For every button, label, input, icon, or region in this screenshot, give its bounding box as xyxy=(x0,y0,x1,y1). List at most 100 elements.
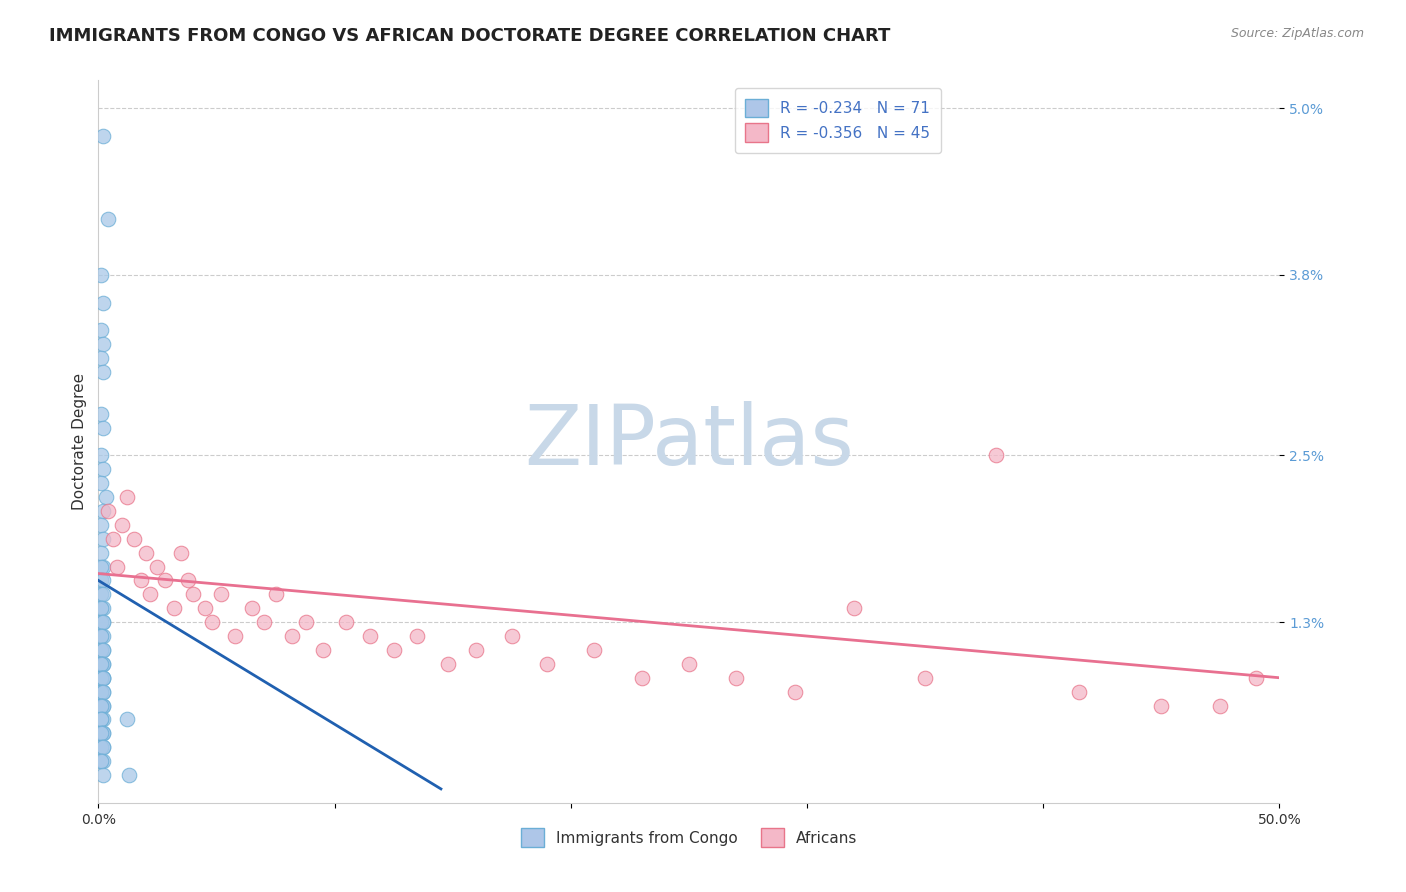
Point xyxy=(129,574,152,588)
Point xyxy=(90,698,112,713)
Point xyxy=(501,629,523,643)
Point xyxy=(91,615,114,630)
Point xyxy=(91,740,114,755)
Point xyxy=(91,587,114,601)
Point xyxy=(224,629,246,643)
Point xyxy=(181,587,204,601)
Point xyxy=(90,546,112,560)
Point xyxy=(90,684,112,698)
Point xyxy=(91,671,114,685)
Point xyxy=(91,726,114,740)
Point xyxy=(91,532,114,546)
Point xyxy=(115,490,138,504)
Point xyxy=(90,587,112,601)
Point xyxy=(91,128,114,143)
Point xyxy=(177,574,200,588)
Point xyxy=(382,643,405,657)
Point xyxy=(253,615,276,630)
Point xyxy=(91,295,114,310)
Point xyxy=(264,587,287,601)
Point xyxy=(91,754,114,768)
Point xyxy=(91,337,114,351)
Point xyxy=(90,323,112,337)
Point xyxy=(91,504,114,518)
Point xyxy=(91,671,114,685)
Point xyxy=(90,698,112,713)
Point xyxy=(91,726,114,740)
Point xyxy=(90,407,112,421)
Point xyxy=(91,740,114,755)
Point xyxy=(139,587,162,601)
Point xyxy=(281,629,304,643)
Point xyxy=(90,713,112,727)
Point xyxy=(90,671,112,685)
Text: Source: ZipAtlas.com: Source: ZipAtlas.com xyxy=(1230,27,1364,40)
Point xyxy=(725,671,748,685)
Point xyxy=(90,476,112,491)
Point xyxy=(90,740,112,755)
Point xyxy=(91,420,114,434)
Point xyxy=(90,517,112,532)
Text: IMMIGRANTS FROM CONGO VS AFRICAN DOCTORATE DEGREE CORRELATION CHART: IMMIGRANTS FROM CONGO VS AFRICAN DOCTORA… xyxy=(49,27,890,45)
Point xyxy=(118,768,141,782)
Point xyxy=(312,643,335,657)
Point xyxy=(90,559,112,574)
Point xyxy=(91,768,114,782)
Point xyxy=(1209,698,1232,713)
Point xyxy=(91,657,114,671)
Point xyxy=(90,574,112,588)
Point xyxy=(90,657,112,671)
Point xyxy=(785,684,807,698)
Point xyxy=(335,615,357,630)
Point xyxy=(91,365,114,379)
Point xyxy=(90,643,112,657)
Point xyxy=(97,504,120,518)
Point xyxy=(91,643,114,657)
Point xyxy=(240,601,263,615)
Point xyxy=(91,684,114,698)
Point xyxy=(91,574,114,588)
Point xyxy=(90,713,112,727)
Point xyxy=(111,517,134,532)
Point xyxy=(1150,698,1173,713)
Point xyxy=(90,684,112,698)
Point xyxy=(91,643,114,657)
Point xyxy=(90,351,112,366)
Point xyxy=(91,601,114,615)
Point xyxy=(914,671,936,685)
Legend: Immigrants from Congo, Africans: Immigrants from Congo, Africans xyxy=(515,822,863,853)
Point xyxy=(135,546,157,560)
Point xyxy=(101,532,124,546)
Point xyxy=(678,657,700,671)
Point xyxy=(90,657,112,671)
Point xyxy=(90,601,112,615)
Point xyxy=(91,657,114,671)
Point xyxy=(90,754,112,768)
Point xyxy=(437,657,460,671)
Point xyxy=(295,615,318,630)
Point xyxy=(170,546,193,560)
Point xyxy=(90,726,112,740)
Point xyxy=(146,559,169,574)
Point xyxy=(90,726,112,740)
Point xyxy=(91,629,114,643)
Point xyxy=(90,671,112,685)
Point xyxy=(90,615,112,630)
Point xyxy=(90,698,112,713)
Point xyxy=(201,615,224,630)
Y-axis label: Doctorate Degree: Doctorate Degree xyxy=(72,373,87,510)
Point xyxy=(583,643,606,657)
Point xyxy=(91,698,114,713)
Point xyxy=(105,559,128,574)
Point xyxy=(94,490,117,504)
Point xyxy=(984,449,1007,463)
Text: ZIPatlas: ZIPatlas xyxy=(524,401,853,482)
Point xyxy=(115,713,138,727)
Point xyxy=(91,671,114,685)
Point xyxy=(91,559,114,574)
Point xyxy=(91,713,114,727)
Point xyxy=(91,684,114,698)
Point xyxy=(91,698,114,713)
Point xyxy=(844,601,866,615)
Point xyxy=(153,574,176,588)
